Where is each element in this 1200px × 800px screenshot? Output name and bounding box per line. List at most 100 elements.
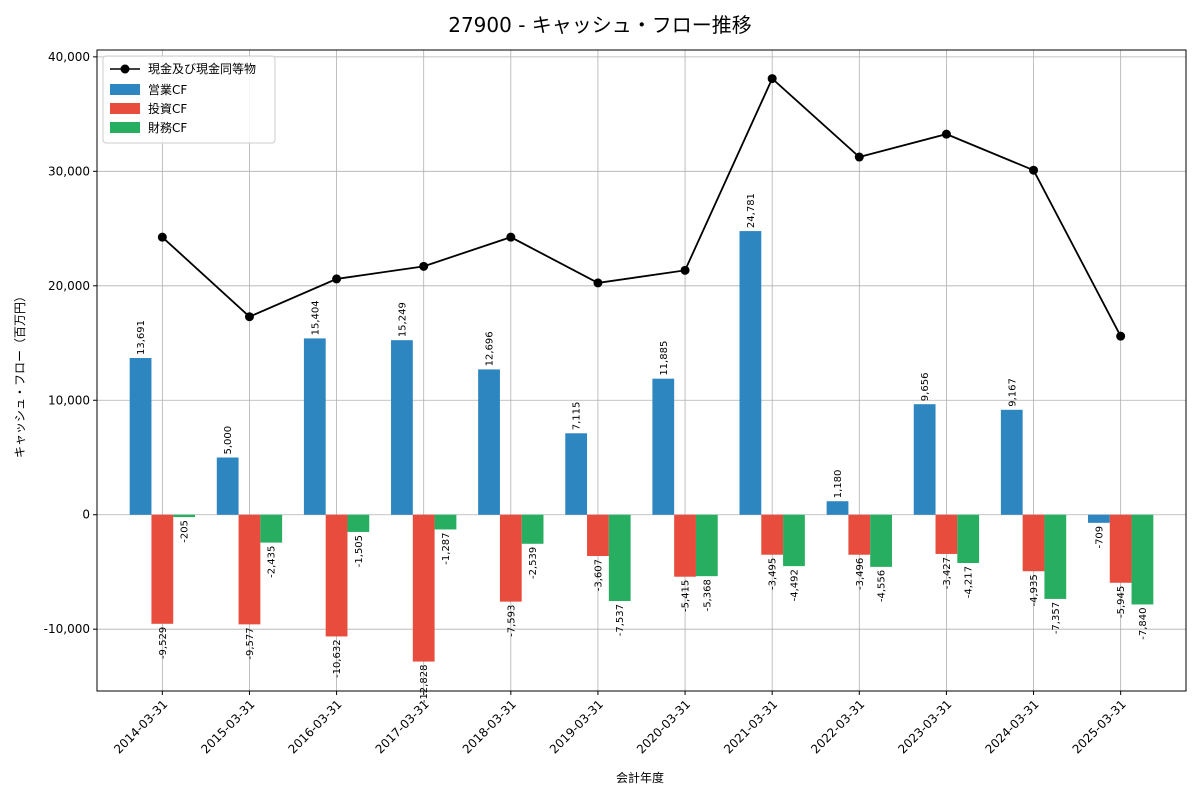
bar-value-label-investing: -3,495	[768, 558, 779, 590]
bar-financing	[957, 514, 980, 563]
bar-investing	[1109, 514, 1132, 583]
bar-value-label-operating: 13,691	[136, 320, 147, 355]
bar-operating	[739, 231, 762, 515]
bar-value-label-operating: 5,000	[223, 426, 234, 455]
bar-financing	[347, 514, 370, 532]
y-tick-label: 40,000	[48, 50, 90, 64]
bar-investing	[325, 514, 348, 637]
bar-value-label-operating: 24,781	[746, 193, 757, 228]
bar-investing	[674, 514, 696, 577]
cash-line-point	[854, 152, 864, 162]
bar-financing	[695, 514, 718, 577]
bar-value-label-financing: -7,537	[615, 604, 626, 636]
bar-investing	[935, 514, 958, 554]
x-tick-label: 2025-03-31	[1070, 697, 1129, 756]
bar-value-label-financing: -4,217	[964, 566, 975, 598]
bar-value-label-operating: 7,115	[572, 402, 583, 431]
bar-financing	[608, 514, 631, 601]
cash-line-point	[680, 265, 690, 275]
y-tick-label: 10,000	[48, 393, 90, 407]
bar-value-label-financing: -5,368	[702, 579, 713, 611]
bar-operating	[1000, 409, 1023, 515]
bar-financing	[870, 514, 892, 567]
bar-operating	[913, 404, 936, 515]
cash-line-point	[419, 261, 429, 271]
plot-frame	[96, 49, 1187, 692]
x-tick-label: 2017-03-31	[373, 697, 432, 756]
bar-value-label-operating: 11,885	[659, 341, 670, 376]
cash-line-point	[767, 74, 777, 84]
bar-investing	[499, 514, 522, 602]
bar-value-label-operating: 1,180	[833, 470, 844, 499]
legend-swatch-financing	[110, 122, 140, 133]
legend-box	[102, 55, 276, 144]
bar-value-label-operating: 9,656	[920, 373, 931, 402]
bar-financing	[173, 514, 196, 518]
bar-financing	[260, 514, 283, 543]
bar-financing	[1131, 514, 1154, 605]
bar-financing	[783, 514, 805, 567]
bar-operating	[652, 378, 675, 515]
cash-line-point	[941, 129, 951, 139]
bar-operating	[478, 369, 500, 515]
bar-investing	[587, 514, 609, 557]
y-tick-label: 20,000	[48, 279, 90, 293]
bar-value-label-investing: -10,632	[332, 639, 343, 678]
cash-line-point	[157, 232, 167, 242]
axis-ticks: -10,000 0 10,000 20,000 30,000 40,000 2014-03-…	[44, 50, 1129, 757]
bar-value-label-investing: -3,607	[593, 559, 604, 591]
bar-value-label-investing: -4,935	[1029, 574, 1040, 606]
bar-value-label-financing: -7,840	[1138, 607, 1149, 639]
x-tick-label: 2015-03-31	[198, 697, 257, 756]
cash-line-point	[1029, 165, 1039, 175]
bar-value-label-operating: 15,404	[310, 300, 321, 335]
x-tick-label: 2014-03-31	[111, 697, 170, 756]
bar-operating	[826, 501, 849, 515]
x-tick-label: 2016-03-31	[285, 697, 344, 756]
x-tick-label: 2019-03-31	[547, 697, 606, 756]
bar-financing	[434, 514, 457, 530]
legend-label-cash: 現金及び現金同等物	[148, 61, 256, 76]
x-tick-label: 2024-03-31	[982, 697, 1041, 756]
bar-investing	[412, 514, 435, 662]
bar-value-label-financing: -4,556	[877, 570, 888, 602]
legend-label-investing: 投資CF	[148, 101, 187, 116]
cash-line-point	[332, 274, 342, 284]
bar-operating	[216, 457, 239, 515]
bar-value-label-investing: -5,945	[1116, 586, 1127, 618]
bar-value-label-operating: -709	[1094, 526, 1105, 549]
bar-value-label-operating: 15,249	[397, 302, 408, 337]
bar-value-label-financing: -2,539	[528, 547, 539, 579]
bar-investing	[1022, 514, 1045, 572]
bar-investing	[238, 514, 261, 625]
cash-line-path	[161, 77, 1122, 337]
cash-line-point	[1116, 331, 1126, 341]
x-tick-label: 2023-03-31	[895, 697, 954, 756]
bar-operating	[1087, 514, 1110, 523]
bar-value-label-investing: -7,593	[506, 605, 517, 637]
bar-value-label-investing: -12,828	[419, 665, 430, 704]
bar-investing	[151, 514, 174, 624]
bar-value-label-operating: 9,167	[1007, 378, 1018, 407]
legend-label-financing: 財務CF	[148, 120, 187, 135]
bar-operating	[565, 433, 588, 515]
cash-line-point	[506, 232, 516, 242]
bar-value-label-financing: -2,435	[267, 546, 278, 578]
bar-operating	[303, 338, 326, 515]
bar-value-label-investing: -9,577	[245, 627, 256, 659]
bar-value-label-financing: -1,287	[441, 532, 452, 564]
bar-labels: 13,691 5,000 15,404 15,249 12,696 7,115 11,885…	[136, 193, 1149, 703]
bar-operating	[129, 358, 152, 515]
cash-line-point	[593, 278, 603, 288]
legend-label-operating: 営業CF	[148, 83, 187, 97]
y-tick-label: 30,000	[48, 164, 90, 178]
legend: 現金及び現金同等物 営業CF 投資CF 財務CF	[102, 55, 276, 144]
y-tick-label: 0	[82, 508, 90, 522]
bar-value-label-investing: -9,529	[158, 627, 169, 659]
grid	[97, 50, 1186, 691]
legend-swatch-investing	[110, 103, 140, 114]
bar-investing	[761, 514, 784, 555]
cash-line-point	[244, 312, 254, 322]
bar-value-label-financing: -4,492	[789, 569, 800, 601]
